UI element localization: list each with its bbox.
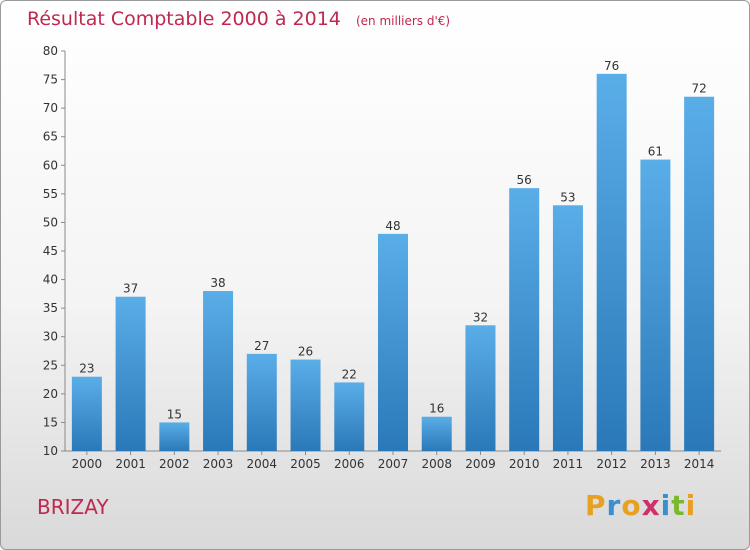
y-tick-label: 50: [43, 215, 58, 229]
x-tick-label: 2001: [115, 457, 146, 471]
y-tick-label: 55: [43, 187, 58, 201]
y-tick-label: 30: [43, 330, 58, 344]
x-tick-label: 2009: [465, 457, 496, 471]
x-tick-label: 2011: [553, 457, 584, 471]
bar-2007: [378, 233, 408, 451]
bar-2008: [421, 416, 452, 451]
logo-letter: r: [606, 489, 622, 522]
proxiti-logo: Proxiti: [585, 489, 696, 522]
y-tick-label: 15: [43, 415, 58, 429]
bar-2003: [203, 291, 234, 451]
bar-value-label: 61: [648, 145, 663, 159]
commune-name: BRIZAY: [37, 495, 109, 519]
bar-value-label: 53: [560, 190, 575, 204]
x-tick-label: 2013: [640, 457, 671, 471]
bar-value-label: 23: [79, 362, 94, 376]
unit-note: (en milliers d'€): [355, 14, 451, 28]
logo-letter: i: [685, 489, 697, 522]
x-tick-label: 2008: [421, 457, 452, 471]
y-tick-label: 25: [43, 358, 58, 372]
bar-2001: [115, 296, 146, 451]
y-tick-label: 75: [43, 73, 58, 87]
bar-value-label: 38: [210, 276, 225, 290]
logo-letter: x: [641, 489, 661, 522]
bar-2009: [465, 325, 496, 451]
x-tick-label: 2004: [247, 457, 278, 471]
y-tick-label: 70: [43, 101, 58, 115]
y-tick-label: 80: [43, 44, 58, 58]
logo-letter: i: [660, 489, 672, 522]
y-tick-label: 20: [43, 387, 58, 401]
x-tick-label: 2002: [159, 457, 190, 471]
bar-value-label: 22: [342, 367, 357, 381]
y-tick-label: 10: [43, 444, 58, 458]
bar-2014: [684, 96, 715, 451]
bar-2012: [596, 73, 627, 451]
bar-value-label: 32: [473, 310, 488, 324]
chart-title: Résultat Comptable 2000 à 2014: [27, 8, 341, 30]
x-tick-label: 2014: [684, 457, 715, 471]
y-tick-label: 35: [43, 301, 58, 315]
bars: 23 37 15 38 27 26 22 48 16 32 56 53 76 61 72: [71, 59, 715, 452]
logo-letter: o: [621, 489, 642, 522]
title-line: Résultat Comptable 2000 à 2014 (en milli…: [27, 8, 450, 30]
x-tick-label: 2005: [290, 457, 321, 471]
bar-2005: [290, 359, 321, 451]
logo-letter: P: [585, 489, 607, 522]
y-tick-label: 65: [43, 130, 58, 144]
x-tick-label: 2000: [72, 457, 103, 471]
bar-value-label: 26: [298, 345, 313, 359]
bar-2011: [552, 205, 583, 451]
bar-2002: [159, 422, 190, 451]
bar-value-label: 15: [167, 407, 182, 421]
bar-2000: [71, 376, 102, 451]
bar-value-label: 76: [604, 59, 619, 73]
bar-value-label: 72: [691, 82, 706, 96]
x-tick-label: 2003: [203, 457, 234, 471]
bar-value-label: 56: [517, 173, 532, 187]
x-tick-label: 2012: [596, 457, 627, 471]
bar-value-label: 37: [123, 282, 138, 296]
bar-value-label: 16: [429, 402, 444, 416]
bar-2006: [334, 382, 365, 451]
y-tick-label: 40: [43, 273, 58, 287]
bar-2010: [509, 188, 540, 451]
bar-2004: [246, 353, 277, 451]
x-tick-label: 2010: [509, 457, 540, 471]
logo-letter: t: [671, 489, 686, 522]
y-tick-label: 45: [43, 244, 58, 258]
bar-value-label: 27: [254, 339, 269, 353]
x-tick-label: 2006: [334, 457, 365, 471]
bar-value-label: 48: [385, 219, 400, 233]
bar-2013: [640, 159, 671, 452]
x-tick-label: 2007: [378, 457, 409, 471]
y-tick-label: 60: [43, 158, 58, 172]
